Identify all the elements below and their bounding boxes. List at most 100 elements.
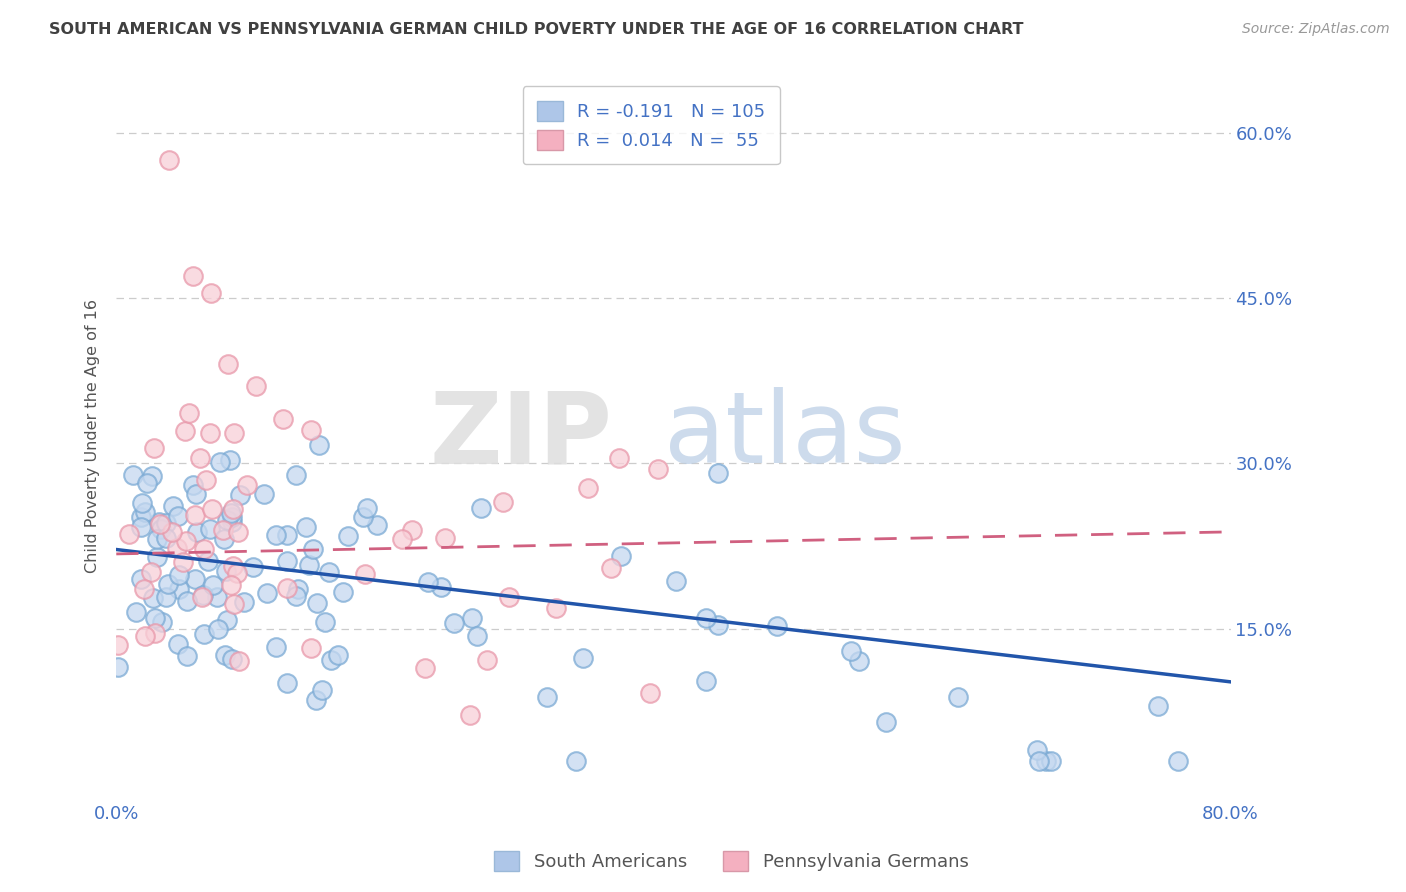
Text: atlas: atlas	[664, 387, 905, 484]
Point	[157, 153, 180, 168]
Point	[443, 615, 465, 630]
Point	[430, 580, 453, 594]
Point	[162, 499, 184, 513]
Point	[201, 578, 224, 592]
Point	[139, 565, 162, 579]
Point	[418, 574, 440, 589]
Point	[183, 478, 205, 492]
Point	[695, 674, 717, 689]
Point	[118, 526, 141, 541]
Point	[142, 591, 165, 605]
Point	[134, 629, 156, 643]
Point	[155, 516, 177, 530]
Point	[607, 451, 630, 466]
Point	[166, 637, 188, 651]
Point	[433, 531, 456, 545]
Point	[536, 690, 558, 704]
Point	[107, 659, 129, 673]
Point	[1146, 699, 1168, 714]
Point	[328, 648, 350, 662]
Point	[266, 528, 288, 542]
Point	[167, 582, 190, 597]
Point	[314, 615, 336, 629]
Point	[242, 559, 264, 574]
Point	[236, 478, 259, 492]
Point	[157, 577, 180, 591]
Point	[285, 468, 308, 483]
Point	[301, 541, 323, 556]
Point	[219, 453, 242, 467]
Point	[211, 524, 233, 538]
Point	[233, 595, 256, 609]
Point	[184, 508, 207, 523]
Point	[174, 534, 197, 549]
Point	[647, 462, 669, 476]
Text: SOUTH AMERICAN VS PENNSYLVANIA GERMAN CHILD POVERTY UNDER THE AGE OF 16 CORRELAT: SOUTH AMERICAN VS PENNSYLVANIA GERMAN CH…	[49, 22, 1024, 37]
Point	[298, 558, 321, 572]
Point	[413, 661, 436, 675]
Point	[256, 586, 278, 600]
Point	[707, 467, 730, 481]
Point	[221, 510, 243, 524]
Point	[284, 589, 307, 603]
Point	[200, 285, 222, 300]
Point	[222, 502, 245, 516]
Point	[221, 559, 243, 574]
Point	[226, 566, 249, 580]
Point	[221, 651, 243, 665]
Point	[142, 441, 165, 455]
Legend: South Americans, Pennsylvania Germans: South Americans, Pennsylvania Germans	[486, 844, 976, 879]
Point	[215, 564, 238, 578]
Point	[336, 529, 359, 543]
Point	[294, 520, 316, 534]
Point	[135, 476, 157, 491]
Point	[276, 675, 298, 690]
Point	[276, 527, 298, 541]
Point	[122, 467, 145, 482]
Y-axis label: Child Poverty Under the Age of 16: Child Poverty Under the Age of 16	[86, 299, 100, 573]
Point	[143, 626, 166, 640]
Point	[226, 525, 249, 540]
Point	[391, 533, 413, 547]
Point	[195, 473, 218, 487]
Point	[1035, 754, 1057, 768]
Point	[352, 510, 374, 524]
Point	[205, 590, 228, 604]
Point	[475, 653, 498, 667]
Point	[1026, 742, 1049, 756]
Point	[166, 541, 188, 556]
Point	[207, 623, 229, 637]
Point	[129, 510, 152, 524]
Point	[198, 426, 221, 441]
Point	[217, 613, 239, 627]
Point	[1167, 754, 1189, 768]
Point	[299, 423, 322, 437]
Point	[198, 523, 221, 537]
Point	[319, 652, 342, 666]
Point	[174, 424, 197, 438]
Point	[107, 638, 129, 652]
Point	[465, 629, 488, 643]
Point	[143, 611, 166, 625]
Point	[458, 708, 481, 723]
Point	[184, 487, 207, 501]
Point	[1028, 754, 1050, 768]
Point	[948, 690, 970, 704]
Point	[273, 412, 295, 426]
Point	[150, 615, 173, 629]
Point	[131, 520, 153, 534]
Point	[875, 714, 897, 729]
Point	[132, 582, 155, 596]
Point	[176, 648, 198, 663]
Point	[219, 578, 242, 592]
Point	[222, 426, 245, 441]
Point	[160, 524, 183, 539]
Point	[498, 591, 520, 605]
Point	[188, 451, 211, 466]
Point	[191, 588, 214, 602]
Point	[146, 533, 169, 547]
Point	[470, 500, 492, 515]
Point	[193, 627, 215, 641]
Point	[332, 585, 354, 599]
Point	[460, 611, 482, 625]
